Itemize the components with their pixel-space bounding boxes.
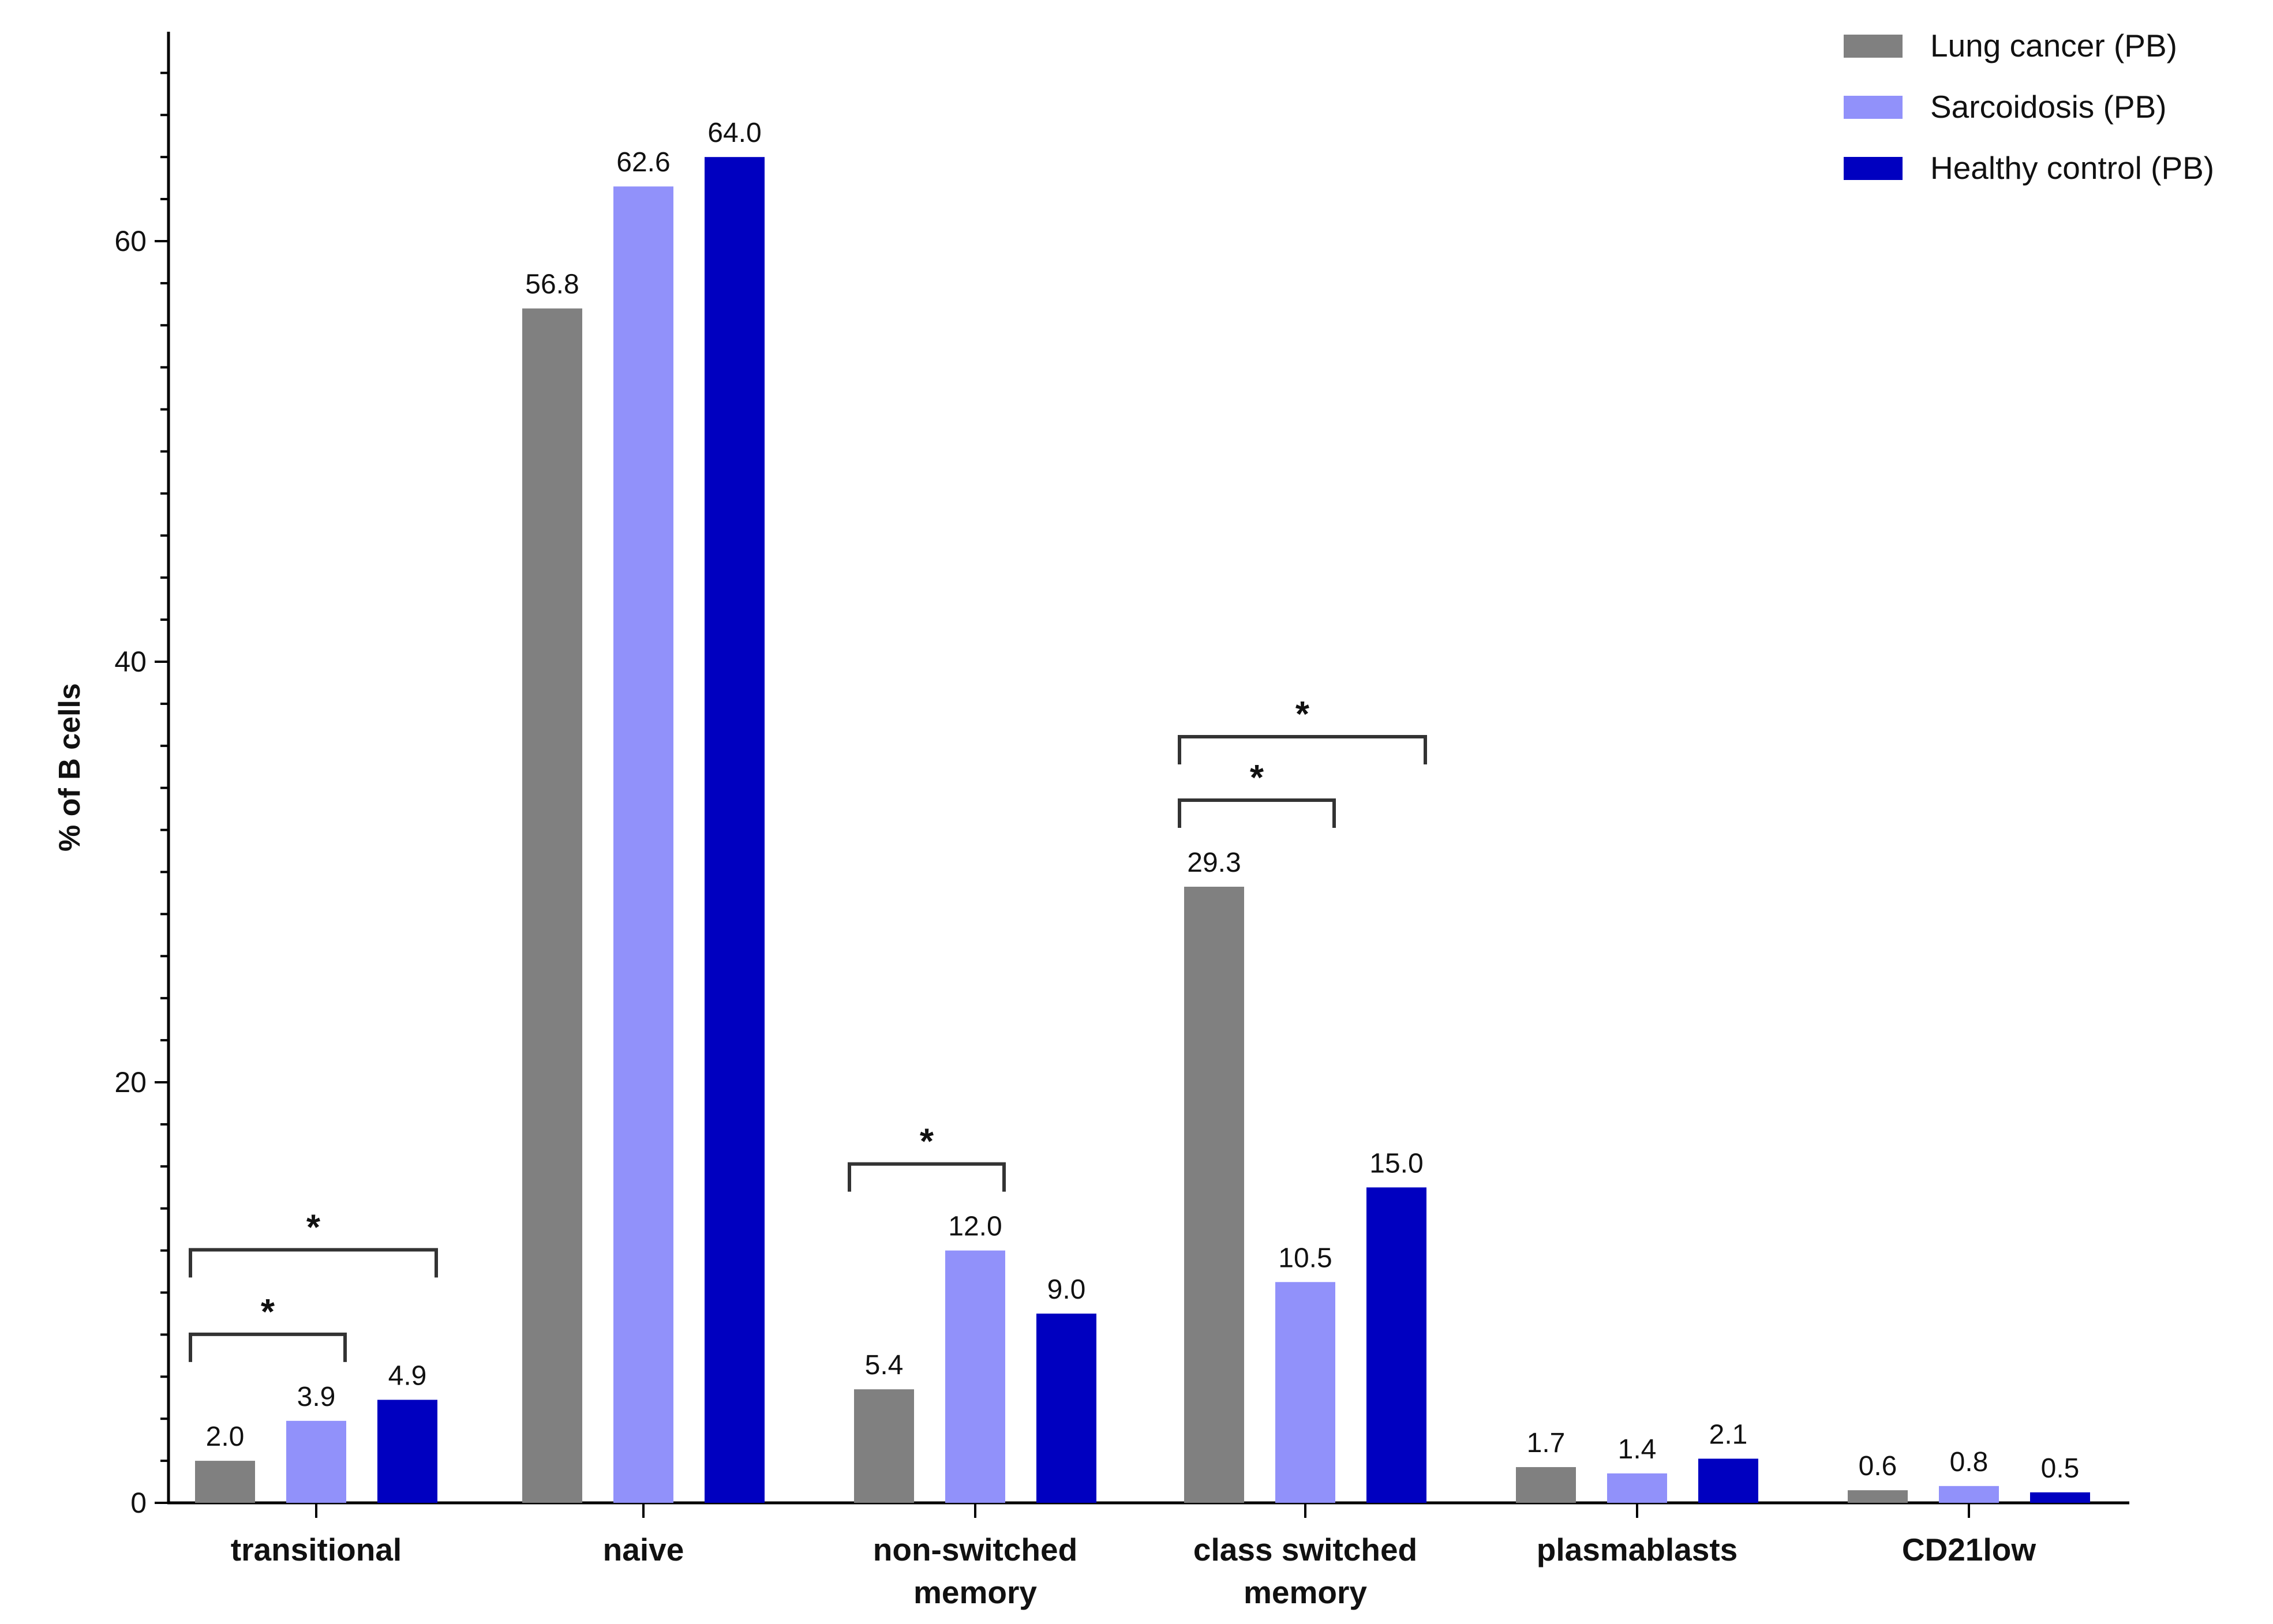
significance-brackets: * * * * *: [189, 695, 1427, 1362]
value-label: 62.6: [616, 147, 670, 178]
bar-2-0: [377, 1400, 437, 1503]
value-label: 3.9: [297, 1382, 336, 1412]
bar-2-1: [705, 157, 765, 1503]
category-label: CD21low: [1902, 1532, 2036, 1567]
value-label: 5.4: [865, 1350, 904, 1381]
significance-bracket: [1178, 735, 1427, 765]
value-labels: 2.0 56.8 5.4 29.3 1.7 0.6 3.9 62.6 12.0 10.5 1.4 0.…: [206, 118, 2080, 1484]
bar-0-5: [1848, 1490, 1908, 1503]
bar-2-3: [1366, 1187, 1426, 1503]
bar-0-0: [195, 1461, 255, 1503]
bar-0-3: [1184, 887, 1244, 1503]
bar-1-2: [945, 1250, 1005, 1503]
y-axis-title: % of B cells: [53, 683, 87, 852]
category-label: memory: [1244, 1574, 1367, 1610]
value-label: 0.5: [2041, 1453, 2080, 1484]
category-label: plasmablasts: [1537, 1532, 1738, 1567]
significance-bracket: [1178, 798, 1336, 828]
value-label: 56.8: [525, 269, 579, 300]
value-label: 1.4: [1618, 1434, 1657, 1465]
axes: 0 20 40 60 % of B cells transitional naive non-…: [53, 32, 2129, 1610]
significance-star: *: [261, 1292, 275, 1332]
category-label: class switched: [1193, 1532, 1417, 1567]
legend-label: Healthy control (PB): [1930, 150, 2214, 186]
bar-1-3: [1275, 1282, 1335, 1503]
legend-swatch: [1844, 96, 1903, 119]
significance-bracket: [848, 1162, 1006, 1192]
value-label: 12.0: [948, 1212, 1002, 1242]
value-label: 1.7: [1527, 1428, 1566, 1458]
value-label: 10.5: [1278, 1243, 1332, 1273]
y-tick-label: 60: [114, 225, 147, 257]
category-label: memory: [913, 1574, 1037, 1610]
significance-star: *: [1250, 758, 1264, 798]
value-label: 0.8: [1950, 1447, 1989, 1477]
bar-2-2: [1036, 1313, 1096, 1503]
legend-label: Sarcoidosis (PB): [1930, 89, 2167, 125]
legend-label: Lung cancer (PB): [1930, 28, 2177, 63]
bar-0-1: [522, 308, 582, 1503]
value-label: 64.0: [707, 118, 761, 148]
category-label: transitional: [231, 1532, 402, 1567]
y-tick-label: 0: [130, 1487, 147, 1519]
value-label: 4.9: [388, 1360, 427, 1391]
value-label: 9.0: [1047, 1274, 1086, 1305]
bar-0-2: [854, 1389, 914, 1503]
category-label: naive: [603, 1532, 684, 1567]
bar-1-5: [1939, 1486, 1999, 1503]
bar-1-0: [286, 1420, 346, 1503]
significance-bracket: [189, 1248, 438, 1278]
value-label: 0.6: [1859, 1451, 1897, 1482]
legend-swatch: [1844, 157, 1903, 180]
legend: Lung cancer (PB) Sarcoidosis (PB) Healthy …: [1844, 28, 2214, 186]
bar-1-1: [613, 186, 673, 1503]
bar-1-4: [1607, 1473, 1667, 1503]
significance-star: *: [1295, 695, 1310, 734]
y-tick-label: 40: [114, 646, 147, 678]
significance-star: *: [306, 1207, 321, 1247]
significance-bracket: [189, 1332, 347, 1362]
bar-2-5: [2030, 1492, 2090, 1503]
legend-swatch: [1844, 35, 1903, 58]
bar-2-4: [1698, 1458, 1758, 1503]
value-label: 29.3: [1187, 847, 1241, 878]
value-label: 2.0: [206, 1422, 245, 1452]
significance-star: *: [920, 1122, 934, 1162]
value-label: 2.1: [1709, 1419, 1748, 1450]
bar-0-4: [1516, 1467, 1576, 1503]
value-label: 15.0: [1369, 1148, 1423, 1179]
category-label: non-switched: [873, 1532, 1077, 1567]
y-tick-label: 20: [114, 1066, 147, 1098]
bars: [195, 157, 2090, 1503]
